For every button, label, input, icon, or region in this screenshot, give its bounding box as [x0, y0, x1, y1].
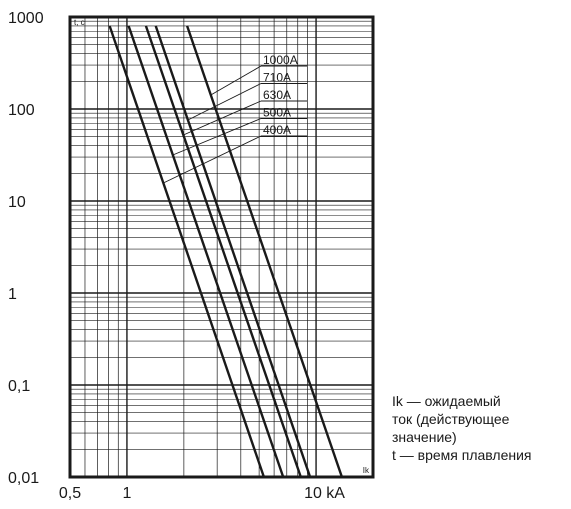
curve-500a — [127, 25, 285, 478]
curve-710a — [154, 25, 312, 478]
y-tick-label: 10 — [8, 194, 26, 211]
y-tick-label: 0,1 — [8, 378, 30, 395]
note-line-2: ток (действующее — [392, 411, 510, 427]
x-tick-label: 1 — [122, 485, 131, 502]
tick-labels: 1000 100 10 1 0,1 0,01 0,5 1 10 kA — [8, 10, 345, 502]
legend-label-1000a: 1000A — [263, 53, 298, 67]
legend-label-500a: 500A — [263, 106, 291, 120]
y-tick-label: 0,01 — [8, 470, 39, 487]
legend-label-400a: 400A — [263, 123, 291, 137]
curve-1000a — [185, 25, 344, 478]
legend-label-710a: 710A — [263, 71, 291, 85]
grid — [69, 16, 374, 478]
x-tick-label: 10 kA — [304, 485, 345, 502]
x-axis-corner-label: Ik — [363, 466, 370, 475]
note-line-1: Ik — ожидаемый — [392, 393, 501, 409]
legend-leader — [210, 65, 262, 96]
legend-leader — [187, 83, 262, 121]
y-tick-label: 100 — [8, 102, 35, 119]
curve-400a — [108, 25, 266, 478]
x-tick-label: 0,5 — [59, 485, 81, 502]
note-line-4: t — время плавления — [392, 447, 532, 463]
y-axis-corner-label: t, c — [74, 18, 85, 27]
legend-label-630a: 630A — [263, 88, 291, 102]
legend-leader — [172, 118, 262, 156]
legend: 1000A 710A 630A 500A 400A — [163, 53, 307, 184]
curve-630a — [144, 25, 302, 478]
plot-frame — [68, 15, 375, 479]
legend-leader — [163, 135, 262, 184]
y-tick-label: 1 — [8, 286, 17, 303]
note-line-3: значение) — [392, 429, 457, 445]
chart-notes: Ik — ожидаемый ток (действующее значение… — [392, 392, 570, 464]
legend-leader — [183, 100, 262, 136]
curve-lines — [108, 25, 344, 478]
y-tick-label: 1000 — [8, 10, 44, 27]
